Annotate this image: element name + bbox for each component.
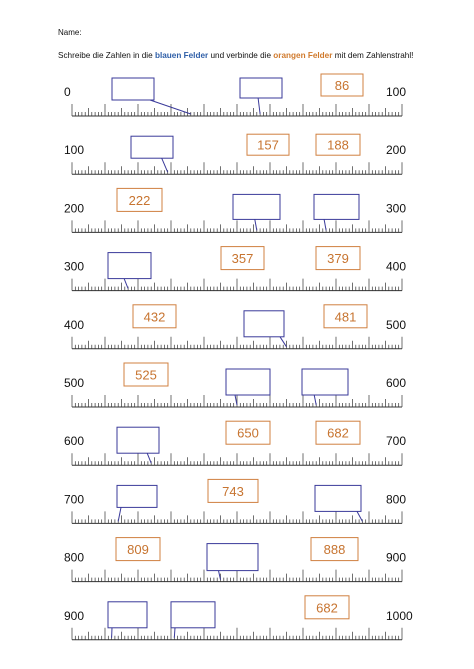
line-end-number: 500	[386, 318, 406, 332]
line-end-number: 900	[386, 551, 406, 565]
orange-number-box	[225, 420, 271, 445]
instruction-text: Schreibe die Zahlen in die blauen Felder…	[58, 51, 413, 60]
line-start-number: 500	[64, 376, 84, 390]
number-line-row: 200 300 222	[64, 187, 406, 233]
orange-number-label: 888	[324, 542, 346, 557]
blue-box-pointer	[323, 219, 327, 231]
blue-answer-box	[116, 426, 160, 454]
orange-number-label: 682	[316, 600, 338, 615]
blue-answer-box	[111, 77, 155, 101]
blue-box-pointer	[254, 219, 258, 231]
orange-number-label: 357	[232, 251, 254, 266]
blue-box-pointer	[234, 394, 238, 406]
blue-answer-box	[243, 310, 285, 338]
blue-answer-box	[301, 368, 349, 396]
instruction-part-1: Schreibe die Zahlen in die	[58, 51, 155, 60]
line-start-number: 600	[64, 434, 84, 448]
line-start-number: 800	[64, 551, 84, 565]
blue-answer-box	[225, 368, 271, 396]
number-line-row: 500 600 525	[64, 362, 406, 408]
number-line-row: 600 700 650 682	[64, 420, 406, 466]
orange-number-label: 743	[222, 484, 244, 499]
blue-box-pointer	[146, 453, 152, 464]
orange-number-label: 650	[237, 426, 259, 441]
orange-number-box	[207, 478, 259, 503]
instruction-part-3: und verbinde die	[208, 51, 274, 60]
orange-number-label: 682	[327, 426, 349, 441]
orange-number-label: 809	[127, 542, 149, 557]
blue-box-pointer	[123, 278, 129, 289]
line-end-number: 100	[386, 85, 406, 99]
blue-box-pointer	[149, 99, 191, 115]
line-start-number: 700	[64, 492, 84, 506]
orange-number-label: 86	[335, 78, 349, 93]
blue-answer-box	[170, 601, 216, 629]
blue-answer-box	[130, 135, 174, 159]
orange-number-box	[315, 133, 361, 156]
orange-number-box	[320, 73, 364, 97]
orange-number-label: 481	[335, 309, 357, 324]
orange-number-label: 525	[135, 368, 157, 383]
number-line-row: 800 900 809 888	[64, 537, 406, 583]
blue-answer-box	[116, 484, 158, 508]
number-line-row: 300 400 357 379	[64, 246, 406, 292]
line-start-number: 300	[64, 260, 84, 274]
blue-box-pointer	[313, 394, 317, 406]
line-end-number: 600	[386, 376, 406, 390]
orange-number-label: 222	[129, 193, 151, 208]
blue-box-pointer	[161, 158, 169, 173]
number-line-row: 400 500 432 481	[64, 304, 406, 350]
instruction-part-5: mit dem Zahlenstrahl!	[332, 51, 414, 60]
number-line-row: 700 800 743	[64, 478, 406, 524]
line-start-number: 900	[64, 609, 84, 623]
orange-number-box	[220, 246, 265, 271]
line-start-number: 200	[64, 201, 84, 215]
blue-box-pointer	[173, 627, 176, 638]
blue-answer-box	[314, 484, 362, 512]
name-label: Name:	[58, 28, 82, 37]
blue-answer-box	[239, 77, 283, 99]
instruction-blue-fields: blauen Felder	[154, 51, 209, 60]
blue-answer-box	[107, 601, 148, 629]
line-end-number: 300	[386, 201, 406, 215]
number-line-row: 900 1000 682	[64, 595, 413, 641]
line-end-number: 400	[386, 260, 406, 274]
orange-number-box	[123, 362, 169, 387]
line-start-number: 100	[64, 143, 84, 157]
line-end-number: 200	[386, 143, 406, 157]
orange-number-box	[310, 537, 359, 562]
blue-box-pointer	[218, 570, 221, 580]
blue-answer-box	[232, 193, 281, 220]
blue-box-pointer	[279, 336, 287, 348]
blue-box-pointer	[356, 511, 363, 522]
orange-number-box	[132, 304, 177, 329]
orange-number-label: 157	[257, 138, 279, 153]
orange-number-box	[323, 304, 368, 329]
number-line-row: 100 200 157 188	[64, 133, 406, 175]
blue-box-pointer	[257, 97, 261, 115]
blue-answer-box	[107, 252, 152, 280]
orange-number-label: 379	[327, 251, 349, 266]
line-end-number: 1000	[386, 609, 413, 623]
instruction-orange-fields: orangen Felder	[273, 51, 333, 60]
orange-number-box	[304, 595, 350, 620]
blue-answer-box	[206, 543, 259, 572]
orange-number-box	[246, 133, 290, 156]
orange-number-box	[315, 246, 361, 271]
line-start-number: 0	[64, 85, 71, 99]
orange-number-label: 432	[144, 309, 166, 324]
line-start-number: 400	[64, 318, 84, 332]
line-end-number: 800	[386, 492, 406, 506]
blue-box-pointer	[117, 507, 122, 522]
orange-number-box	[115, 537, 161, 562]
orange-number-box	[315, 420, 361, 445]
blue-answer-box	[313, 193, 360, 220]
line-end-number: 700	[386, 434, 406, 448]
orange-number-box	[116, 187, 163, 212]
number-line-row: 0 100 86	[64, 73, 406, 117]
orange-number-label: 188	[327, 138, 349, 153]
